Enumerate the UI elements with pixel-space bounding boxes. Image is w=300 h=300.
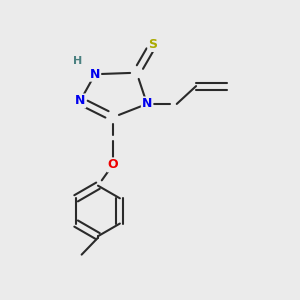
Text: H: H: [73, 56, 82, 66]
Text: N: N: [142, 98, 152, 110]
Text: N: N: [75, 94, 85, 107]
Text: O: O: [107, 158, 118, 171]
Text: S: S: [148, 38, 158, 51]
Text: N: N: [90, 68, 100, 81]
